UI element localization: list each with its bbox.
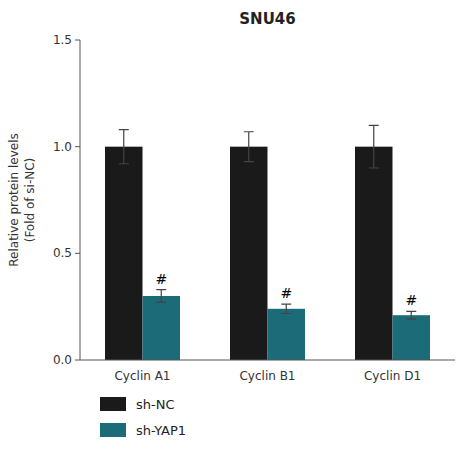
bar bbox=[230, 147, 268, 360]
x-tick-label: Cyclin B1 bbox=[239, 369, 295, 383]
plot-area bbox=[105, 125, 430, 360]
y-tick bbox=[75, 40, 80, 41]
y-tick bbox=[75, 360, 80, 361]
error-bar bbox=[156, 290, 166, 303]
error-bar bbox=[244, 132, 254, 162]
annotation: # bbox=[280, 285, 292, 301]
bar bbox=[143, 296, 181, 360]
bar bbox=[105, 147, 143, 360]
x-tick-label: Cyclin A1 bbox=[114, 369, 170, 383]
bar bbox=[393, 315, 431, 360]
x-axis-line bbox=[80, 360, 455, 361]
x-tick-label: Cyclin D1 bbox=[364, 369, 421, 383]
bar bbox=[355, 147, 393, 360]
y-tick bbox=[75, 146, 80, 147]
background bbox=[0, 0, 474, 474]
annotation: # bbox=[405, 292, 417, 308]
legend-label: sh-NC bbox=[136, 397, 175, 412]
title: SNU46 bbox=[239, 10, 295, 28]
bar bbox=[268, 309, 306, 360]
y-tick-label: 0.0 bbox=[53, 353, 72, 367]
y-axis-line bbox=[80, 40, 81, 360]
error-bar bbox=[119, 130, 129, 164]
annotation: # bbox=[155, 271, 167, 287]
error-bar bbox=[369, 125, 379, 168]
error-bar bbox=[406, 311, 416, 319]
legend-label: sh-YAP1 bbox=[136, 423, 186, 438]
legend-swatch bbox=[100, 423, 126, 437]
y-tick-label: 0.5 bbox=[53, 246, 72, 260]
legend-swatch bbox=[100, 397, 126, 411]
y-axis-label: Relative protein levels(Fold of si-NC) bbox=[7, 133, 37, 266]
error-bar bbox=[281, 304, 291, 313]
y-tick bbox=[75, 253, 80, 254]
y-tick-label: 1.0 bbox=[53, 140, 72, 154]
y-tick-label: 1.5 bbox=[53, 33, 72, 47]
